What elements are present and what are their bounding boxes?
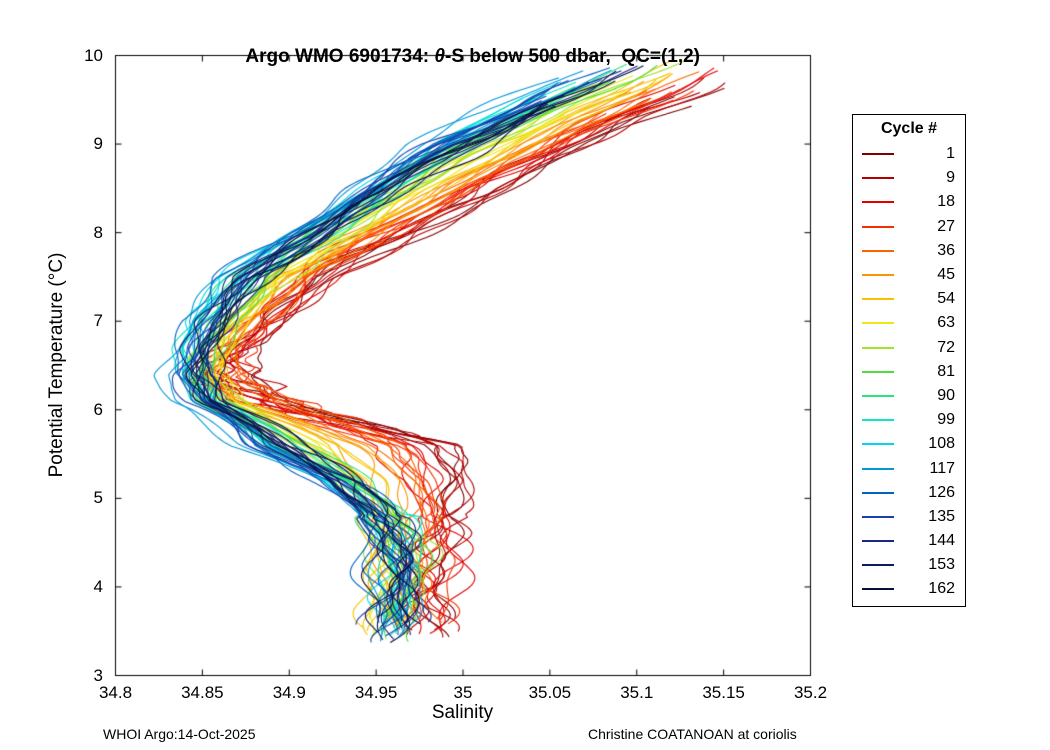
legend-line-swatch <box>862 588 894 591</box>
y-tick-label: 9 <box>93 134 103 154</box>
x-axis-label: Salinity <box>431 702 494 723</box>
legend-entry: 144 <box>853 529 965 553</box>
legend-line-swatch <box>862 201 894 204</box>
legend-entry-label: 126 <box>928 483 955 501</box>
legend-entry: 126 <box>853 481 965 505</box>
legend-entry-label: 9 <box>946 169 955 187</box>
legend-line-swatch <box>862 515 894 518</box>
x-tick-label: 35.2 <box>793 683 828 702</box>
x-tick-label: 34.8 <box>98 683 133 702</box>
legend-entry-label: 153 <box>928 556 955 574</box>
x-tick-label: 34.85 <box>181 683 224 702</box>
legend-entry-label: 72 <box>937 338 955 356</box>
y-tick-label: 3 <box>93 665 103 685</box>
legend-line-swatch <box>862 370 894 373</box>
legend-line-swatch <box>862 540 894 543</box>
legend-entry: 81 <box>853 360 965 384</box>
legend-entry-label: 63 <box>937 314 955 332</box>
legend-entry-label: 162 <box>928 580 955 598</box>
legend-entry: 162 <box>853 577 965 601</box>
legend-entry-label: 36 <box>937 241 955 259</box>
y-tick-label: 6 <box>93 399 103 419</box>
legend-entry-label: 45 <box>937 266 955 284</box>
chart-title-theta: θ <box>434 46 446 67</box>
legend-entry: 99 <box>853 408 965 432</box>
y-axis-label: Potential Temperature (°C) <box>46 252 67 478</box>
legend-line-swatch <box>862 153 894 156</box>
legend-entry: 9 <box>853 166 965 190</box>
legend-entry-label: 144 <box>928 532 955 550</box>
legend-entry-label: 90 <box>937 386 955 404</box>
x-tick-label: 34.9 <box>272 683 306 702</box>
legend-line-swatch <box>862 274 894 277</box>
legend-entry-label: 81 <box>937 362 955 380</box>
legend-line-swatch <box>862 346 894 349</box>
legend-entry: 117 <box>853 456 965 480</box>
legend-entry-label: 117 <box>929 459 955 477</box>
footer-right: Christine COATANOAN at coriolis <box>588 726 797 742</box>
legend-entry: 108 <box>853 432 965 456</box>
legend-line-swatch <box>862 564 894 567</box>
chart-title: Argo WMO 6901734: θ-S below 500 dbar, QC… <box>115 24 810 90</box>
legend-line-swatch <box>862 419 894 422</box>
legend-line-swatch <box>862 394 894 397</box>
legend-entry-label: 18 <box>937 193 955 211</box>
legend-entry: 45 <box>853 263 965 287</box>
chart-title-suffix: -S below 500 dbar, QC=(1,2) <box>445 46 701 67</box>
x-tick-label: 35.05 <box>528 683 572 702</box>
legend-entry-label: 54 <box>937 290 955 308</box>
chart-title-prefix: Argo WMO 6901734: <box>245 46 435 67</box>
x-tick-label: 34.95 <box>354 683 398 702</box>
legend-line-swatch <box>862 467 894 470</box>
y-tick-label: 4 <box>93 576 103 596</box>
x-tick-label: 35.1 <box>620 683 654 702</box>
legend-entry: 63 <box>853 311 965 335</box>
legend-entry: 18 <box>853 190 965 214</box>
legend-entry: 90 <box>853 384 965 408</box>
legend-entry: 54 <box>853 287 965 311</box>
legend: Cycle # 1 9 18 27 36 45 54 63 72 81 90 99 108 117 126 1… <box>852 114 966 607</box>
legend-entry-label: 1 <box>946 145 955 163</box>
legend-line-swatch <box>862 177 894 180</box>
legend-entry: 36 <box>853 239 965 263</box>
y-tick-label: 5 <box>93 488 103 508</box>
y-tick-label: 8 <box>93 222 103 242</box>
legend-entry-label: 27 <box>937 217 955 235</box>
legend-line-swatch <box>862 225 894 228</box>
legend-line-swatch <box>862 322 894 325</box>
x-tick-label: 35 <box>453 683 473 702</box>
footer-left: WHOI Argo:14-Oct-2025 <box>103 726 256 742</box>
y-tick-label: 7 <box>93 311 103 331</box>
legend-title: Cycle # <box>880 120 938 137</box>
legend-line-swatch <box>862 249 894 252</box>
legend-entry-label: 99 <box>937 411 955 429</box>
legend-entries: 1 9 18 27 36 45 54 63 72 81 90 99 108 117 126 135 144 153… <box>853 142 965 602</box>
legend-entry: 153 <box>853 553 965 577</box>
legend-line-swatch <box>862 298 894 301</box>
legend-entry: 135 <box>853 505 965 529</box>
legend-entry-label: 108 <box>928 435 955 453</box>
legend-entry: 1 <box>853 142 965 166</box>
legend-line-swatch <box>862 491 894 494</box>
x-tick-label: 35.15 <box>702 683 745 702</box>
legend-entry: 72 <box>853 336 965 360</box>
legend-entry: 27 <box>853 215 965 239</box>
legend-line-swatch <box>862 443 894 446</box>
y-tick-label: 10 <box>84 45 103 65</box>
legend-entry-label: 135 <box>928 507 955 525</box>
